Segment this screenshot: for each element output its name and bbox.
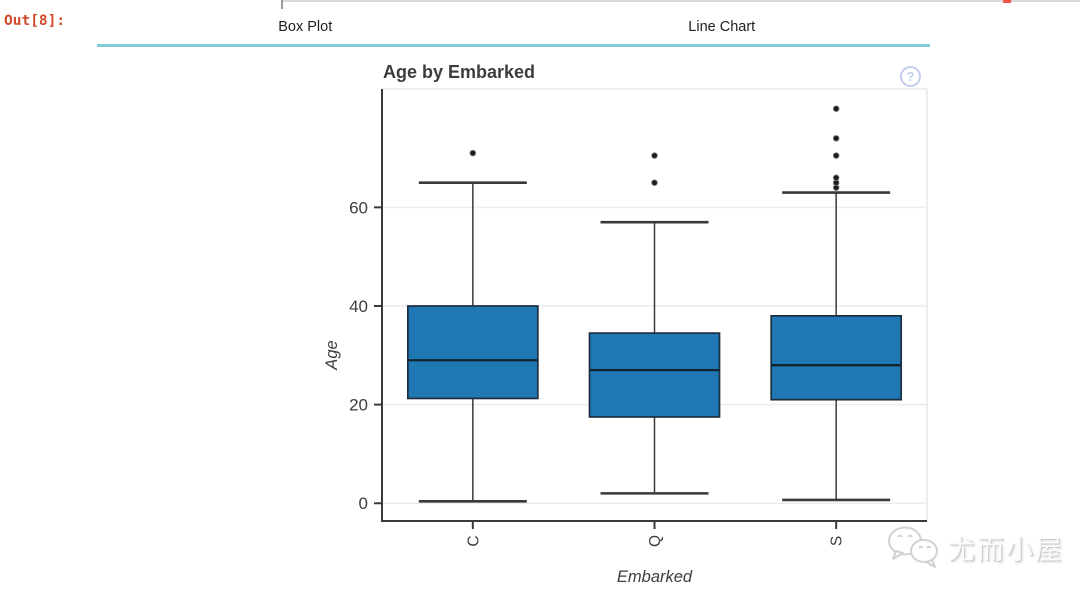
out-prompt: Out[8]: [4,13,66,29]
box-C [406,305,539,400]
top-border-red-marker [1003,0,1011,3]
help-icon[interactable]: ? [900,66,921,87]
wechat-logo-icon [888,526,938,568]
x-axis-title: Embarked [617,568,693,586]
top-border-line [281,0,1080,2]
outlier-point [469,149,477,157]
y-tick-label: 60 [349,198,368,217]
outlier-point [832,105,840,112]
x-tick-label: Q [647,535,664,547]
watermark: 尤而小屋 [886,524,1064,570]
outlier-point [832,135,840,142]
tab-bar: Box Plot Line Chart [97,10,930,44]
top-border-nub [281,0,283,9]
y-tick-label: 0 [359,494,368,513]
watermark-text: 尤而小屋 [948,534,1064,565]
outlier-point [651,152,658,159]
tab-underline [97,44,930,47]
outlier-point [651,179,658,186]
tab-box-plot[interactable]: Box Plot [278,19,333,35]
y-axis-title: Age [323,340,341,370]
x-tick-label: C [465,535,482,546]
box-S [770,314,903,401]
tab-line-chart[interactable]: Line Chart [688,19,756,35]
outlier-point [832,174,840,182]
outlier-point [832,152,840,159]
y-tick-label: 40 [349,297,368,316]
chart-title: Age by Embarked [383,62,536,82]
box-Q [588,332,721,418]
x-tick-label: S [829,536,846,546]
y-tick-label: 20 [349,396,368,415]
